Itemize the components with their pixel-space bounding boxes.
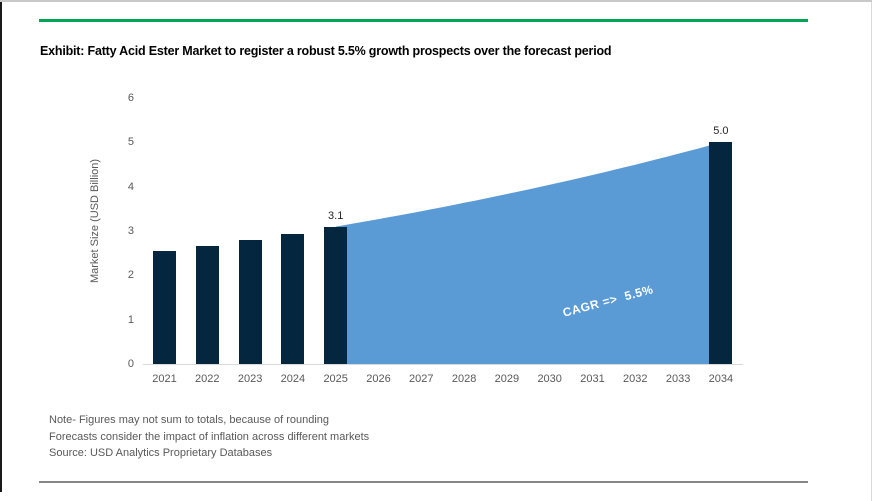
footnote-source: Source: USD Analytics Proprietary Databa… bbox=[49, 447, 273, 459]
y-tick-0: 0 bbox=[127, 358, 134, 370]
x-tick-2023: 2023 bbox=[237, 373, 263, 385]
page-left-border bbox=[0, 2, 2, 492]
bar-2025 bbox=[324, 226, 348, 364]
footnote-inflation: Forecasts consider the impact of inflati… bbox=[49, 430, 370, 443]
y-tick-2: 2 bbox=[127, 269, 134, 282]
y-tick-4: 4 bbox=[127, 180, 134, 193]
x-tick-2032: 2032 bbox=[623, 373, 648, 385]
forecast-area-shape bbox=[335, 142, 721, 364]
bar-2021 bbox=[153, 250, 176, 364]
y-tick-6: 6 bbox=[127, 92, 134, 105]
x-tick-2029: 2029 bbox=[494, 373, 520, 385]
bar-2034 bbox=[709, 142, 733, 364]
data-label-2025: 3.1 bbox=[328, 209, 344, 222]
x-tick-2022: 2022 bbox=[195, 373, 220, 385]
x-tick-2021: 2021 bbox=[152, 373, 177, 385]
bar-2023 bbox=[238, 239, 262, 364]
bar-2024 bbox=[281, 234, 305, 364]
x-tick-2034: 2034 bbox=[708, 373, 734, 385]
page-title: Exhibit: Fatty Acid Ester Market to regi… bbox=[40, 44, 612, 58]
footer-rule bbox=[39, 481, 808, 483]
x-tick-2028: 2028 bbox=[451, 373, 477, 385]
x-tick-2024: 2024 bbox=[280, 373, 306, 385]
footnotes: Note- Figures may not sum to totals, bec… bbox=[49, 412, 369, 462]
green-accent-rule bbox=[39, 19, 808, 22]
bar-2022 bbox=[195, 245, 219, 364]
x-tick-2033: 2033 bbox=[665, 373, 691, 385]
x-axis-line bbox=[143, 364, 743, 365]
y-tick-1: 1 bbox=[127, 313, 134, 326]
y-axis-title: Market Size (USD Billion) bbox=[89, 158, 101, 284]
y-tick-5: 5 bbox=[127, 136, 134, 149]
x-tick-2027: 2027 bbox=[409, 373, 434, 385]
x-tick-2026: 2026 bbox=[366, 373, 391, 385]
y-tick-3: 3 bbox=[127, 225, 134, 237]
footnote-rounding: Note- Figures may not sum to totals, bec… bbox=[49, 414, 330, 426]
x-tick-2031: 2031 bbox=[580, 373, 605, 385]
data-label-2034: 5.0 bbox=[713, 125, 729, 138]
x-tick-2025: 2025 bbox=[323, 373, 348, 385]
x-tick-2030: 2030 bbox=[537, 373, 562, 385]
